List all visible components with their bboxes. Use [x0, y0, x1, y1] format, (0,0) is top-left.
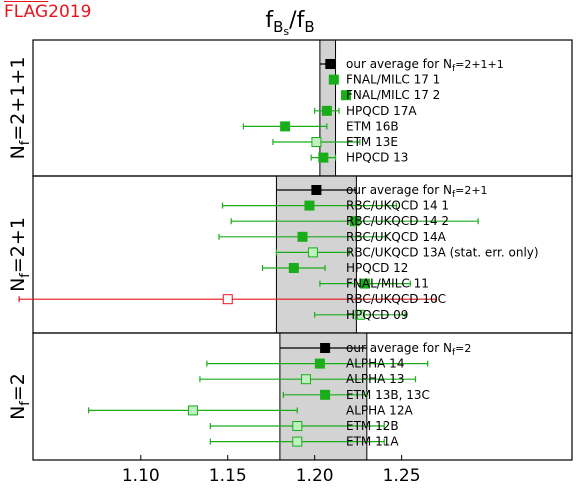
entry-label: ALPHA 13: [346, 372, 404, 386]
panel-label: Nf=2: [7, 373, 33, 420]
entry-label: ETM 12B: [346, 419, 399, 433]
data-point: [311, 185, 322, 195]
data-point: [354, 309, 365, 320]
data-point: [314, 358, 325, 369]
data-point: [318, 152, 329, 163]
entry-label: RBC/UKQCD 14A: [346, 230, 447, 244]
x-tick-label: 1.10: [122, 466, 160, 486]
data-point: [307, 247, 318, 258]
flag-logo-year: 2019: [48, 2, 92, 22]
data-point: [321, 105, 332, 116]
entry-label: HPQCD 17A: [346, 104, 417, 118]
entry-label: HPQCD 13: [346, 151, 408, 165]
data-point: [349, 216, 360, 227]
entry-label: ETM 11A: [346, 435, 399, 449]
entry-label: HPQCD 12: [346, 261, 408, 275]
entry-label: RBC/UKQCD 10C: [346, 292, 446, 306]
entry-label: RBC/UKQCD 14 1: [346, 199, 449, 213]
entry-label: ALPHA 14: [346, 357, 404, 371]
data-point: [360, 278, 371, 289]
data-point: [320, 343, 331, 353]
entry-label: RBC/UKQCD 13A (stat. err. only): [346, 245, 539, 259]
data-point: [340, 90, 351, 101]
flag-logo: FLAG2019: [4, 2, 91, 22]
data-point: [187, 405, 198, 416]
data-point: [311, 137, 322, 147]
panel-label: Nf=2+1+1: [7, 57, 33, 160]
data-point: [292, 421, 303, 431]
entry-label: ETM 13B, 13C: [346, 388, 430, 402]
data-point: [300, 374, 311, 385]
entry-label: ALPHA 12A: [346, 403, 413, 417]
x-tick-label: 1.15: [209, 466, 247, 486]
entry-label: ETM 16B: [346, 119, 399, 133]
data-point: [320, 389, 331, 400]
data-point: [328, 74, 339, 85]
data-point: [222, 294, 233, 305]
entry-label: our average for Nf=2+1+1: [346, 57, 504, 74]
data-point: [280, 121, 291, 132]
entry-label: ETM 13E: [346, 135, 398, 149]
data-point: [304, 200, 315, 211]
panel-label: Nf=2+1: [7, 217, 33, 292]
entry-label: our average for Nf=2: [346, 341, 471, 358]
data-point: [325, 59, 336, 69]
entry-label: RBC/UKQCD 14 2: [346, 214, 449, 228]
x-tick-label: 1.20: [296, 466, 334, 486]
flag-logo-text: FLAG: [4, 2, 49, 22]
x-tick-label: 1.25: [383, 466, 421, 486]
entry-label: FNAL/MILC 11: [346, 277, 429, 291]
panel-frame: [32, 332, 573, 461]
entry-label: HPQCD 09: [346, 308, 408, 322]
chart-title: fBs/fB: [265, 8, 314, 38]
data-point: [288, 263, 299, 273]
entry-label: FNAL/MILC 17 2: [346, 88, 440, 102]
entry-label: FNAL/MILC 17 1: [346, 73, 440, 87]
data-point: [292, 436, 303, 447]
data-point: [297, 231, 308, 242]
entry-label: our average for Nf=2+1: [346, 183, 488, 200]
